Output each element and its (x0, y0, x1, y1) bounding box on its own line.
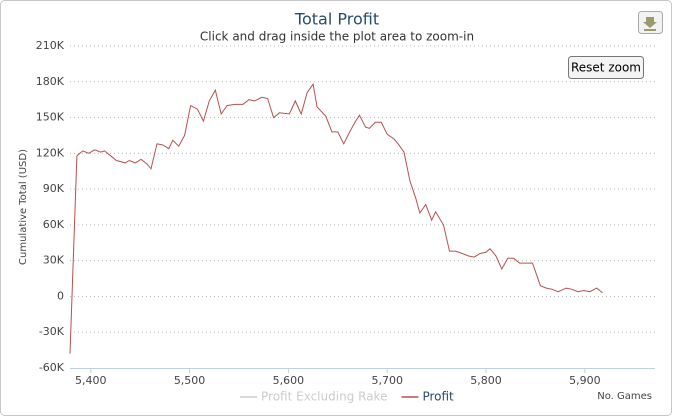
x-axis-title: No. Games (597, 391, 652, 402)
y-tick-label: 60K (43, 218, 65, 231)
chart-title: Total Profit (294, 10, 379, 29)
x-tick-label: 5,600 (273, 374, 305, 387)
y-tick-label: 180K (36, 75, 65, 88)
legend-label[interactable]: Profit Excluding Rake (261, 390, 387, 404)
x-tick-label: 5,900 (569, 374, 601, 387)
legend-label[interactable]: Profit (422, 390, 454, 404)
x-tick-label: 5,500 (174, 374, 206, 387)
y-tick-label: 210K (36, 39, 65, 52)
y-tick-label: 0 (57, 289, 64, 302)
y-tick-label: 150K (36, 111, 65, 124)
x-tick-label: 5,400 (75, 374, 107, 387)
reset-zoom-label[interactable]: Reset zoom (571, 61, 641, 75)
x-tick-label: 5,700 (371, 374, 403, 387)
y-tick-label: -60K (39, 361, 65, 374)
series-line (69, 82, 603, 354)
y-tick-label: -30K (39, 325, 65, 338)
chart-subtitle: Click and drag inside the plot area to z… (200, 30, 474, 44)
y-axis-title: Cumulative Total (USD) (18, 149, 29, 265)
export-button[interactable] (638, 11, 663, 34)
y-tick-label: 120K (36, 146, 65, 159)
x-tick-label: 5,800 (470, 374, 502, 387)
y-tick-label: 90K (43, 182, 65, 195)
y-tick-label: 30K (43, 254, 65, 267)
reset-zoom-button[interactable]: Reset zoom (568, 56, 644, 79)
